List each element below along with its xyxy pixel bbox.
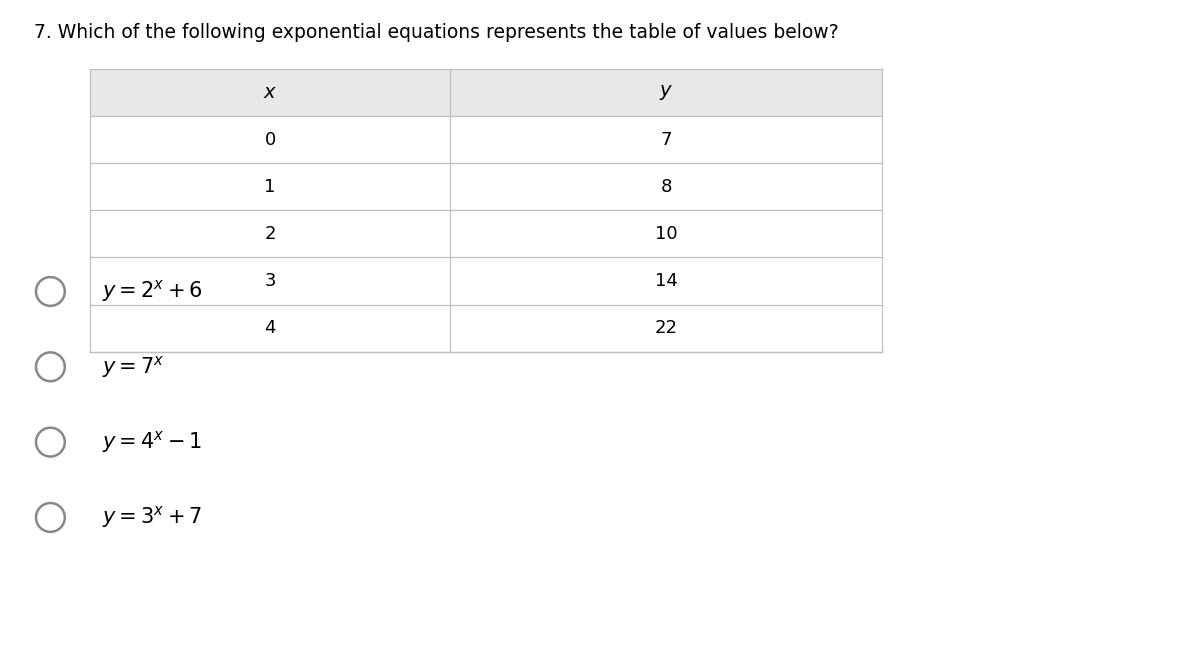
Text: 3: 3: [264, 272, 276, 290]
FancyBboxPatch shape: [90, 69, 882, 116]
Text: 14: 14: [654, 272, 678, 290]
Text: $y = 2^{x} + 6$: $y = 2^{x} + 6$: [102, 278, 203, 305]
Text: $y$: $y$: [659, 83, 673, 102]
FancyBboxPatch shape: [90, 163, 882, 210]
Text: 10: 10: [655, 225, 677, 243]
Text: 7: 7: [660, 130, 672, 149]
FancyBboxPatch shape: [90, 305, 882, 352]
FancyBboxPatch shape: [90, 257, 882, 305]
Text: 4: 4: [264, 319, 276, 337]
Text: 8: 8: [660, 178, 672, 196]
Text: 7. Which of the following exponential equations represents the table of values b: 7. Which of the following exponential eq…: [34, 23, 839, 42]
Text: $x$: $x$: [263, 83, 277, 102]
FancyBboxPatch shape: [90, 210, 882, 257]
Text: 2: 2: [264, 225, 276, 243]
Text: $y = 3^{x} + 7$: $y = 3^{x} + 7$: [102, 504, 203, 531]
FancyBboxPatch shape: [90, 116, 882, 163]
Text: 0: 0: [264, 130, 276, 149]
Text: 1: 1: [264, 178, 276, 196]
Text: $y = 7^{x}$: $y = 7^{x}$: [102, 354, 164, 380]
Text: $y = 4^{x} - 1$: $y = 4^{x} - 1$: [102, 429, 203, 455]
Text: 22: 22: [654, 319, 678, 337]
